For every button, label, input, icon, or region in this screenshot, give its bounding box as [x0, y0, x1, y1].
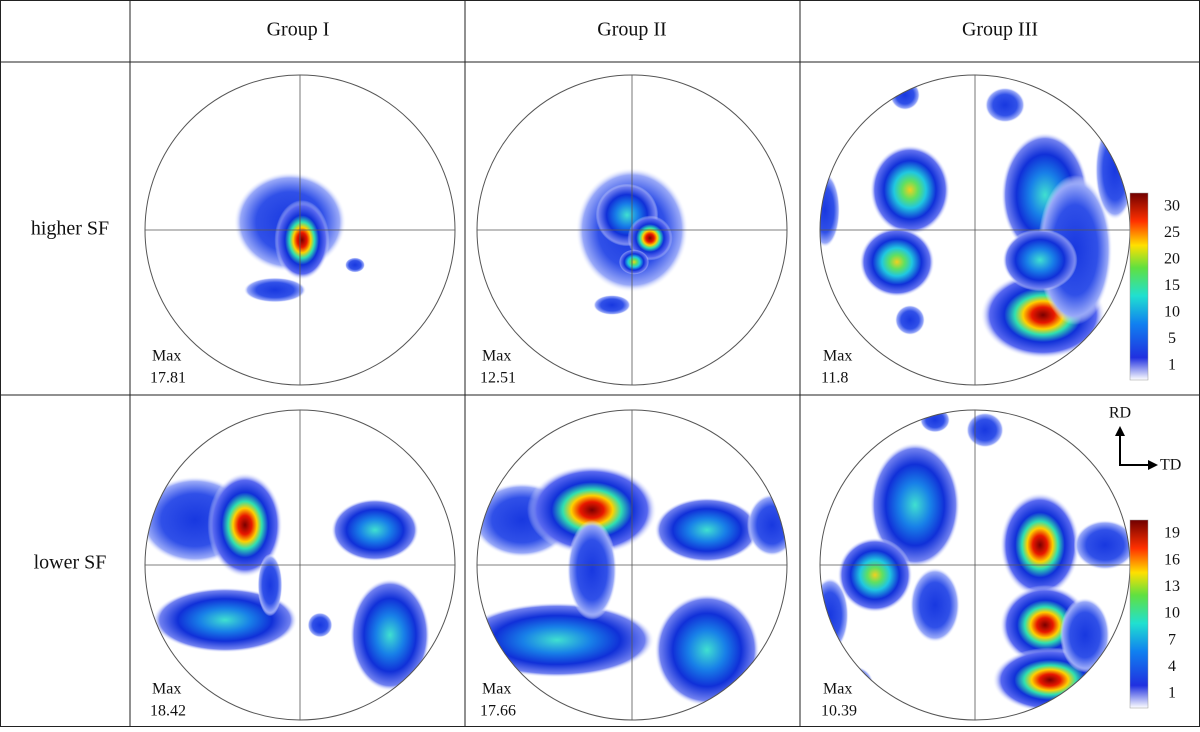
intensity-blob	[820, 172, 840, 248]
td-label: TD	[1160, 457, 1181, 474]
intensity-blob	[207, 472, 283, 578]
intensity-blob	[350, 578, 430, 692]
intensity-blob	[859, 227, 935, 297]
max-label: Max	[482, 681, 511, 698]
intensity-blob	[870, 442, 960, 568]
intensity-blob	[920, 410, 950, 433]
pole-figure	[144, 409, 456, 721]
row-label: lower SF	[34, 552, 107, 574]
intensity-blob	[890, 80, 920, 110]
intensity-blob	[257, 553, 283, 617]
intensity-blob	[307, 612, 333, 638]
max-label: Max	[152, 681, 181, 698]
colorbar-tick-label: 25	[1164, 224, 1180, 241]
intensity-blob	[1060, 597, 1110, 673]
colorbar-tick-label: 19	[1164, 525, 1180, 542]
colorbar-tick-label: 4	[1168, 658, 1176, 675]
pole-figure	[819, 74, 1131, 386]
intensity-blob	[619, 249, 649, 275]
column-header: Group I	[267, 19, 330, 41]
intensity-blob	[1095, 120, 1130, 220]
pole-figure	[476, 409, 788, 721]
intensity-blob	[274, 200, 330, 280]
intensity-blob	[627, 215, 673, 261]
intensity-blob	[910, 567, 960, 643]
intensity-blob	[870, 145, 950, 235]
max-value: 17.66	[480, 703, 516, 720]
intensity-blob	[747, 493, 787, 557]
colorbar-tick-label: 10	[1164, 605, 1180, 622]
colorbar	[1129, 519, 1149, 709]
intensity-blob	[1073, 520, 1130, 570]
intensity-blob	[1002, 228, 1078, 292]
intensity-blob	[895, 305, 925, 335]
max-label: Max	[823, 348, 852, 365]
max-value: 10.39	[821, 703, 857, 720]
intensity-map	[145, 472, 430, 692]
intensity-map	[477, 465, 787, 707]
max-label: Max	[823, 681, 852, 698]
colorbar-tick-label: 7	[1168, 631, 1176, 648]
max-label: Max	[152, 348, 181, 365]
intensity-blob	[527, 465, 657, 555]
intensity-blob	[820, 577, 849, 653]
colorbar-tick-label: 15	[1164, 277, 1180, 294]
intensity-blob	[966, 412, 1004, 448]
td-arrowhead	[1148, 460, 1158, 470]
rd-label: RD	[1109, 405, 1131, 422]
intensity-blob	[837, 537, 913, 613]
colorbar-tick-label: 5	[1168, 330, 1176, 347]
intensity-blob	[654, 497, 760, 563]
intensity-blob	[477, 602, 655, 678]
colorbar-tick-label: 10	[1164, 304, 1180, 321]
colorbar-tick-label: 16	[1164, 551, 1180, 568]
intensity-map	[233, 172, 365, 303]
colorbar-tick-label: 30	[1164, 198, 1180, 215]
colorbar-tick-label: 1	[1168, 357, 1176, 374]
colorbar-tick-label: 13	[1164, 578, 1180, 595]
intensity-blob	[1000, 492, 1080, 598]
colorbar-tick-label: 1	[1168, 685, 1176, 702]
intensity-blob	[654, 593, 760, 707]
row-label: higher SF	[31, 218, 109, 240]
intensity-blob	[593, 295, 631, 315]
max-label: Max	[482, 348, 511, 365]
max-value: 11.8	[821, 370, 848, 387]
pole-figure	[476, 74, 788, 386]
pole-figure	[819, 409, 1131, 721]
intensity-blob	[243, 277, 307, 303]
intensity-blob	[345, 257, 365, 273]
intensity-map	[820, 80, 1130, 359]
column-header: Group III	[962, 19, 1038, 41]
max-value: 18.42	[150, 703, 186, 720]
pole-figure	[144, 74, 456, 386]
intensity-blob	[331, 498, 419, 562]
intensity-blob	[985, 87, 1025, 123]
intensity-map	[820, 410, 1130, 713]
column-header: Group II	[597, 19, 666, 41]
rd-arrowhead	[1115, 426, 1125, 436]
intensity-blob	[567, 520, 617, 620]
max-value: 12.51	[480, 370, 516, 387]
colorbar	[1129, 192, 1149, 381]
colorbar-tick-label: 20	[1164, 251, 1180, 268]
max-value: 17.81	[150, 370, 186, 387]
